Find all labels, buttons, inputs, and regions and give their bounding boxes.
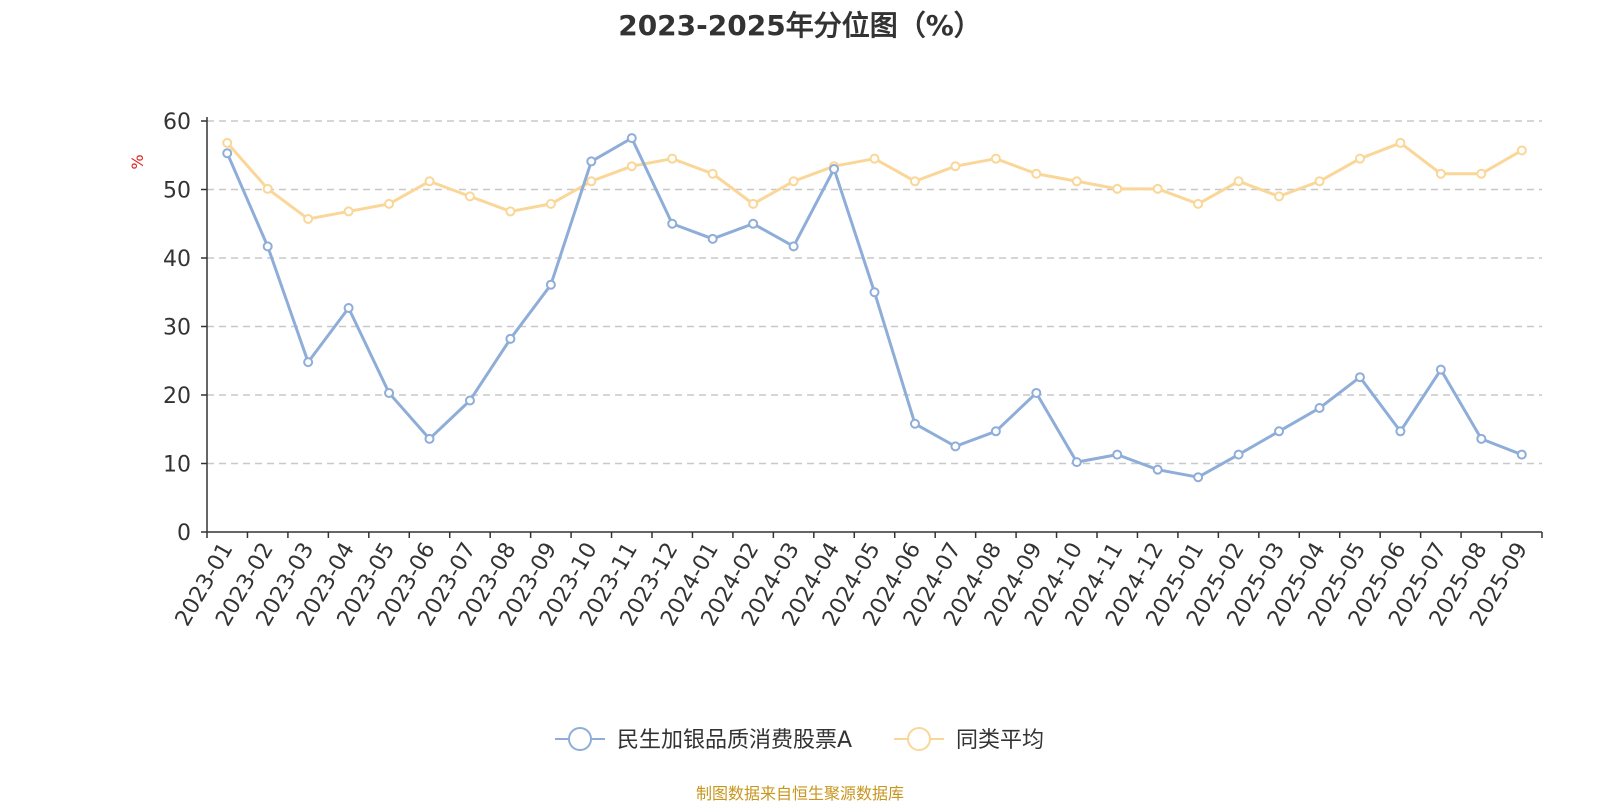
data-point <box>545 198 556 209</box>
data-point <box>222 137 233 148</box>
data-point <box>1516 145 1527 156</box>
data-point <box>505 206 516 217</box>
data-point <box>545 279 556 290</box>
data-point <box>1152 464 1163 475</box>
data-point <box>707 233 718 244</box>
data-point <box>950 441 961 452</box>
line-chart: 0 10 20 30 40 50 60 2023-012023-022023-032023-… <box>128 110 1543 753</box>
data-point <box>1314 176 1325 187</box>
data-point <box>667 153 678 164</box>
axes <box>201 117 1543 538</box>
data-point <box>262 183 273 194</box>
y-tick-label-40: 40 <box>163 247 191 272</box>
data-point <box>1274 191 1285 202</box>
data-point <box>1031 168 1042 179</box>
data-point <box>626 161 637 172</box>
y-tick-label-10: 10 <box>163 453 191 478</box>
data-point <box>1354 153 1365 164</box>
data-point <box>869 287 880 298</box>
legend-item-0[interactable]: 民生加银品质消费股票A <box>555 727 852 753</box>
data-point <box>303 357 314 368</box>
data-point <box>869 153 880 164</box>
data-point <box>343 206 354 217</box>
data-point <box>1152 183 1163 194</box>
data-point <box>1516 449 1527 460</box>
data-point <box>707 168 718 179</box>
data-point <box>788 241 799 252</box>
data-source-note: 制图数据来自恒生聚源数据库 <box>695 784 904 803</box>
data-point <box>788 176 799 187</box>
data-point <box>1395 426 1406 437</box>
data-point <box>990 426 1001 437</box>
data-point <box>343 303 354 314</box>
data-point <box>1274 426 1285 437</box>
data-point <box>1314 403 1325 414</box>
data-point <box>505 333 516 344</box>
legend-marker-1 <box>907 727 931 751</box>
data-point <box>384 387 395 398</box>
data-point <box>424 176 435 187</box>
data-point <box>829 163 840 174</box>
y-tick-label-50: 50 <box>163 179 191 204</box>
series-0 <box>222 133 1527 483</box>
data-point <box>1031 387 1042 398</box>
data-point <box>1476 433 1487 444</box>
data-point <box>1233 176 1244 187</box>
legend-item-1[interactable]: 同类平均 <box>894 727 1044 753</box>
data-point <box>1233 449 1244 460</box>
data-point <box>667 218 678 229</box>
data-point <box>748 218 759 229</box>
data-point <box>424 433 435 444</box>
data-point <box>464 395 475 406</box>
legend[interactable]: 民生加银品质消费股票A 同类平均 <box>555 727 1044 753</box>
data-point <box>909 418 920 429</box>
data-point <box>303 213 314 224</box>
data-point <box>1071 457 1082 468</box>
legend-marker-0 <box>568 727 592 751</box>
series-1 <box>222 137 1527 224</box>
data-point <box>626 133 637 144</box>
data-point <box>1112 183 1123 194</box>
y-tick-label-30: 30 <box>163 316 191 341</box>
data-point <box>1435 364 1446 375</box>
data-point <box>586 156 597 167</box>
data-point <box>950 161 961 172</box>
data-point <box>1435 168 1446 179</box>
y-axis-unit: % <box>128 154 147 169</box>
data-point <box>1112 449 1123 460</box>
data-point <box>1193 472 1204 483</box>
data-point <box>384 198 395 209</box>
data-point <box>586 176 597 187</box>
x-tick-labels: 2023-012023-022023-032023-042023-052023-… <box>171 539 1533 631</box>
y-tick-label-0: 0 <box>177 521 191 546</box>
data-point <box>748 198 759 209</box>
y-tick-labels: 0 10 20 30 40 50 60 <box>163 110 191 546</box>
data-point <box>1395 137 1406 148</box>
data-point <box>222 148 233 159</box>
data-point <box>1476 168 1487 179</box>
data-point <box>262 241 273 252</box>
data-point <box>1071 176 1082 187</box>
chart-title: 2023-2025年分位图（%） <box>618 9 982 42</box>
legend-label-1: 同类平均 <box>956 728 1044 753</box>
data-point <box>1354 372 1365 383</box>
data-point <box>1193 198 1204 209</box>
y-tick-label-60: 60 <box>163 110 191 135</box>
series-group <box>222 133 1527 483</box>
legend-label-0: 民生加银品质消费股票A <box>617 728 852 753</box>
data-point <box>909 176 920 187</box>
y-tick-label-20: 20 <box>163 384 191 409</box>
data-point <box>990 153 1001 164</box>
gridlines <box>207 120 1542 465</box>
data-point <box>464 191 475 202</box>
